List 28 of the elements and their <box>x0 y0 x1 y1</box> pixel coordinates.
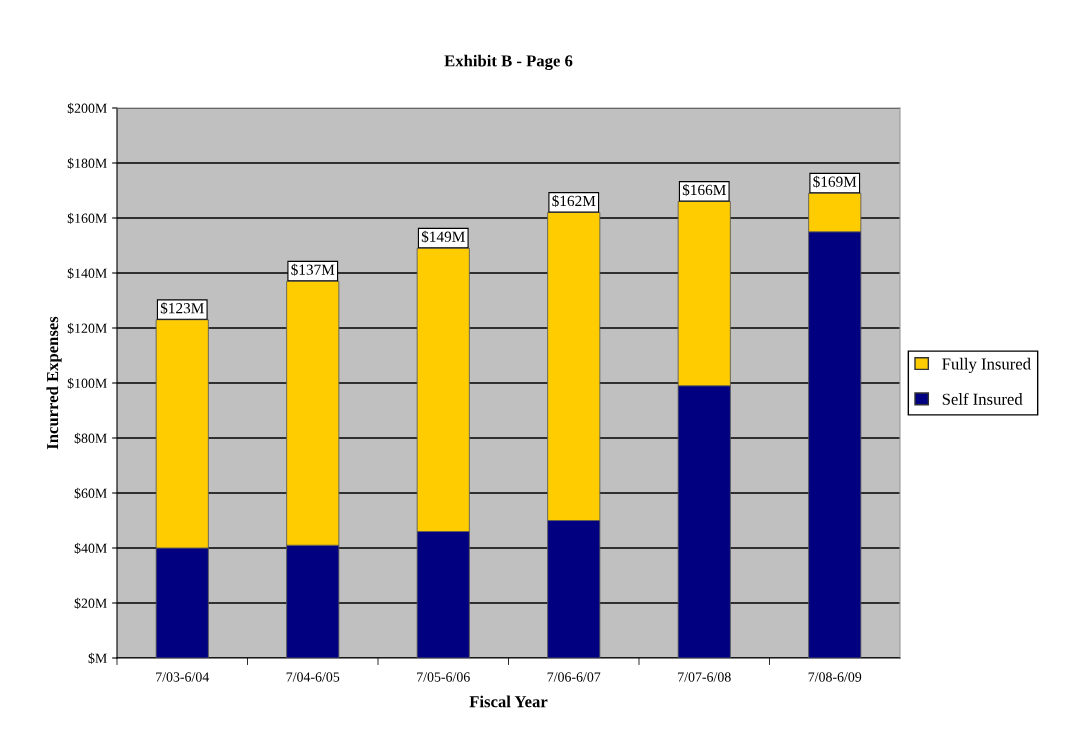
total-label: $169M <box>813 175 857 188</box>
x-tick-label: 7/08-6/09 <box>808 672 862 682</box>
x-axis-title: Fiscal Year <box>469 695 548 708</box>
y-tick-label: $M <box>88 652 107 664</box>
x-tick-label: 7/06-6/07 <box>547 672 601 682</box>
total-label: $162M <box>552 194 596 208</box>
x-tick-label: 7/05-6/06 <box>417 672 470 682</box>
total-label: $166M <box>682 183 726 197</box>
y-tick-label: $100M <box>67 377 107 389</box>
chart-title: Exhibit B - Page 6 <box>444 54 573 71</box>
y-tick-label: $20M <box>74 597 107 609</box>
legend-label: Fully Insured <box>942 357 1031 374</box>
y-tick-label: $80M <box>74 432 107 444</box>
y-tick-label: $180M <box>67 157 107 169</box>
x-tick-label: 7/07-6/08 <box>678 672 731 682</box>
y-tick-label: $120M <box>67 322 107 334</box>
total-label: $123M <box>160 302 204 315</box>
x-tick-label: 7/03-6/04 <box>156 672 210 682</box>
total-label: $149M <box>421 230 465 243</box>
total-label: $137M <box>291 263 335 276</box>
y-tick-label: $160M <box>67 212 107 224</box>
x-tick-label: 7/04-6/05 <box>286 672 340 682</box>
legend-label: Self Insured <box>942 392 1023 405</box>
y-tick-label: $200M <box>67 102 107 114</box>
y-axis-title: Incurred Expenses <box>46 316 62 450</box>
y-tick-label: $40M <box>74 542 107 554</box>
y-tick-label: $60M <box>74 487 107 499</box>
y-tick-label: $140M <box>67 267 107 279</box>
